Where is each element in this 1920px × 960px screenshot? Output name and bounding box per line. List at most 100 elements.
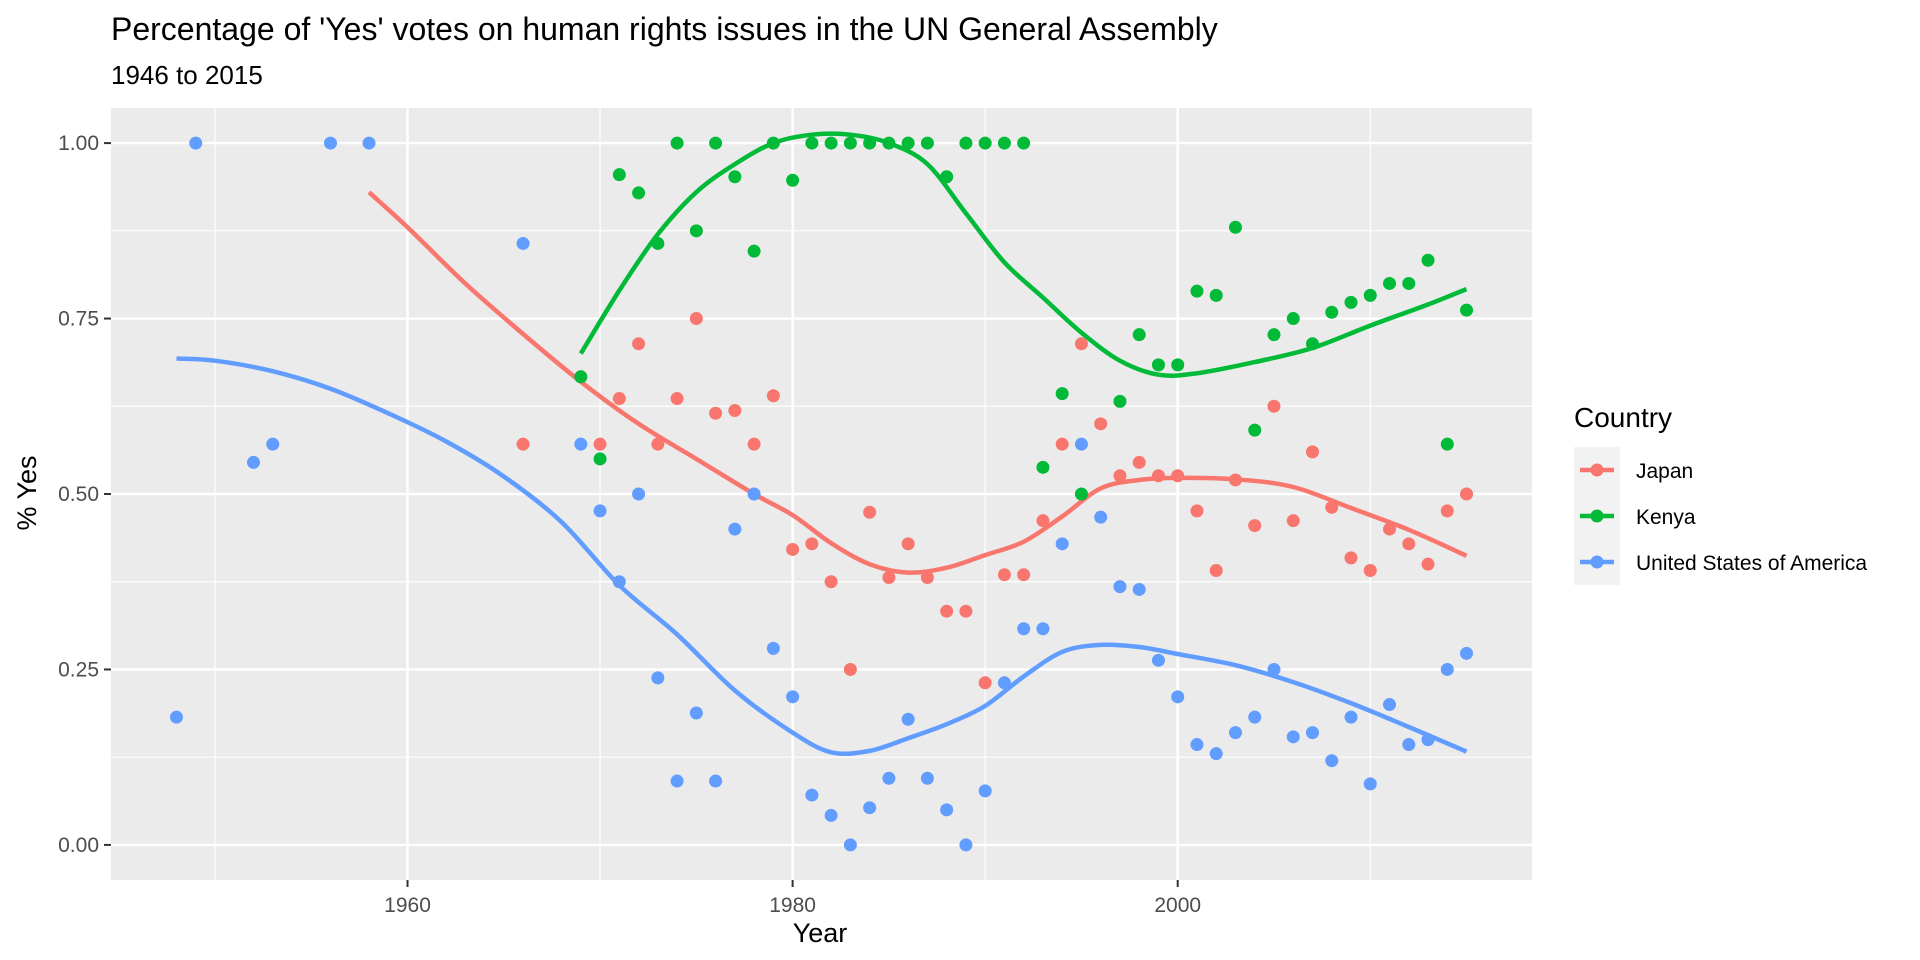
point-japan — [940, 604, 954, 618]
point-japan — [670, 392, 684, 406]
point-japan — [1171, 469, 1185, 483]
point-united-states-of-america — [805, 788, 819, 802]
point-japan — [1209, 563, 1223, 577]
point-kenya — [747, 244, 761, 258]
point-japan — [1460, 487, 1474, 501]
y-tick-label: 1.00 — [58, 132, 99, 155]
point-united-states-of-america — [882, 771, 896, 785]
point-japan — [1094, 417, 1108, 431]
point-united-states-of-america — [1421, 733, 1435, 747]
point-kenya — [1190, 284, 1204, 298]
point-japan — [1132, 455, 1146, 469]
y-tick-label: 0.75 — [58, 308, 99, 331]
point-japan — [978, 676, 992, 690]
point-japan — [593, 437, 607, 451]
legend-label-united-states-of-america: United States of America — [1636, 552, 1867, 575]
point-japan — [1017, 568, 1031, 582]
point-united-states-of-america — [1344, 710, 1358, 724]
point-japan — [901, 537, 915, 551]
point-united-states-of-america — [1383, 698, 1397, 712]
point-kenya — [1383, 276, 1397, 290]
legend-dot-japan — [1590, 463, 1604, 477]
point-japan — [1074, 337, 1088, 351]
point-kenya — [1421, 253, 1435, 267]
point-japan — [1036, 514, 1050, 528]
legend-label-japan: Japan — [1636, 460, 1693, 483]
point-kenya — [1228, 220, 1242, 234]
point-kenya — [1248, 423, 1262, 437]
point-kenya — [978, 136, 992, 150]
point-kenya — [843, 136, 857, 150]
point-japan — [1190, 504, 1204, 518]
point-united-states-of-america — [1171, 690, 1185, 704]
point-united-states-of-america — [1113, 580, 1127, 594]
y-tick-label: 0.50 — [58, 483, 99, 506]
y-tick-label: 0.00 — [58, 834, 99, 857]
point-united-states-of-america — [1325, 754, 1339, 768]
point-japan — [824, 575, 838, 589]
point-japan — [786, 542, 800, 556]
smooth-line-kenya — [578, 131, 1468, 378]
legend-title: Country — [1574, 402, 1672, 433]
point-japan — [1325, 500, 1339, 514]
y-axis-title: % Yes — [12, 455, 42, 530]
point-japan — [1286, 514, 1300, 528]
point-japan — [959, 604, 973, 618]
point-kenya — [997, 136, 1011, 150]
legend: Country Japan Kenya United States of Ameri… — [1574, 402, 1867, 585]
point-japan — [747, 437, 761, 451]
point-united-states-of-america — [324, 136, 338, 150]
point-japan — [1383, 522, 1397, 536]
x-tick-label: 1980 — [769, 894, 816, 917]
point-kenya — [824, 136, 838, 150]
point-united-states-of-america — [901, 712, 915, 726]
point-united-states-of-america — [1363, 777, 1377, 791]
point-kenya — [593, 452, 607, 466]
point-kenya — [1036, 460, 1050, 474]
point-united-states-of-america — [709, 774, 723, 788]
point-kenya — [1132, 328, 1146, 342]
point-united-states-of-america — [169, 710, 183, 724]
data-points — [169, 136, 1474, 852]
legend-dot-kenya — [1590, 509, 1604, 523]
point-united-states-of-america — [1132, 582, 1146, 596]
point-united-states-of-america — [1286, 730, 1300, 744]
x-axis-title: Year — [793, 918, 848, 948]
point-japan — [1402, 537, 1416, 551]
point-united-states-of-america — [689, 706, 703, 720]
point-united-states-of-america — [266, 437, 280, 451]
point-japan — [1344, 551, 1358, 565]
point-united-states-of-america — [1248, 710, 1262, 724]
point-kenya — [1151, 358, 1165, 372]
point-kenya — [1344, 295, 1358, 309]
point-kenya — [863, 136, 877, 150]
chart-title: Percentage of 'Yes' votes on human right… — [111, 11, 1218, 47]
axis-ticks: 1960 1980 2000 0.00 0.25 0.50 0.75 1.00 — [58, 132, 1201, 917]
legend-dot-united-states-of-america — [1590, 555, 1604, 569]
point-japan — [997, 568, 1011, 582]
point-united-states-of-america — [1017, 622, 1031, 636]
point-united-states-of-america — [1074, 437, 1088, 451]
point-united-states-of-america — [574, 437, 588, 451]
point-united-states-of-america — [632, 487, 646, 501]
point-kenya — [1325, 305, 1339, 319]
point-united-states-of-america — [189, 136, 203, 150]
point-united-states-of-america — [1460, 646, 1474, 660]
x-tick-label: 2000 — [1154, 894, 1201, 917]
point-united-states-of-america — [824, 808, 838, 822]
point-united-states-of-america — [516, 236, 530, 250]
point-kenya — [1440, 437, 1454, 451]
point-japan — [709, 406, 723, 420]
x-tick-label: 1960 — [384, 894, 431, 917]
point-japan — [612, 392, 626, 406]
point-united-states-of-america — [1209, 747, 1223, 761]
point-united-states-of-america — [1267, 662, 1281, 676]
point-japan — [689, 312, 703, 326]
legend-label-kenya: Kenya — [1636, 506, 1696, 529]
point-kenya — [689, 224, 703, 238]
point-kenya — [728, 170, 742, 184]
point-kenya — [709, 136, 723, 150]
point-united-states-of-america — [1151, 653, 1165, 667]
point-kenya — [1305, 337, 1319, 351]
